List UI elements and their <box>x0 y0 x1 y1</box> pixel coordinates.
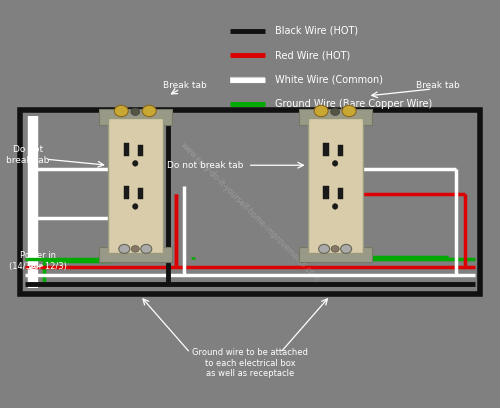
Bar <box>324 186 329 199</box>
Bar <box>308 118 362 253</box>
Circle shape <box>314 105 328 117</box>
Bar <box>338 144 344 156</box>
Circle shape <box>142 105 156 117</box>
Bar <box>124 186 129 199</box>
Circle shape <box>318 244 330 253</box>
Bar <box>298 247 372 262</box>
Circle shape <box>342 105 356 117</box>
Text: Break tab: Break tab <box>416 81 460 90</box>
Text: Red Wire (HOT): Red Wire (HOT) <box>275 50 350 60</box>
Bar <box>298 109 372 124</box>
Ellipse shape <box>132 160 138 166</box>
Text: White Wire (Common): White Wire (Common) <box>275 75 383 84</box>
Bar <box>124 143 129 156</box>
Text: Ground wire to be attached
to each electrical box
as well as receptacle: Ground wire to be attached to each elect… <box>192 348 308 378</box>
Text: Break tab: Break tab <box>164 81 207 90</box>
Bar <box>99 109 172 124</box>
Circle shape <box>114 105 128 117</box>
Text: Power in
(14/3 or 12/3): Power in (14/3 or 12/3) <box>9 251 67 271</box>
Text: Do not break tab: Do not break tab <box>167 161 244 170</box>
Ellipse shape <box>332 160 338 166</box>
Bar <box>324 143 329 156</box>
Bar <box>108 118 163 253</box>
Text: Do not
break tab: Do not break tab <box>6 145 50 165</box>
Circle shape <box>330 108 340 115</box>
Text: Ground Wire (Bare Copper Wire): Ground Wire (Bare Copper Wire) <box>275 99 432 109</box>
Bar <box>138 188 143 199</box>
Circle shape <box>331 246 339 252</box>
Ellipse shape <box>332 204 338 209</box>
Circle shape <box>132 246 140 252</box>
Circle shape <box>131 108 140 115</box>
Bar <box>338 188 344 199</box>
Bar <box>99 247 172 262</box>
Circle shape <box>340 244 351 253</box>
Ellipse shape <box>132 204 138 209</box>
Circle shape <box>141 244 152 253</box>
Text: www.easy-do-it-yourself-home-improvements.com: www.easy-do-it-yourself-home-improvement… <box>179 141 322 284</box>
Bar <box>20 110 480 294</box>
Text: Black Wire (HOT): Black Wire (HOT) <box>275 26 358 35</box>
Circle shape <box>119 244 130 253</box>
Bar <box>138 144 143 156</box>
